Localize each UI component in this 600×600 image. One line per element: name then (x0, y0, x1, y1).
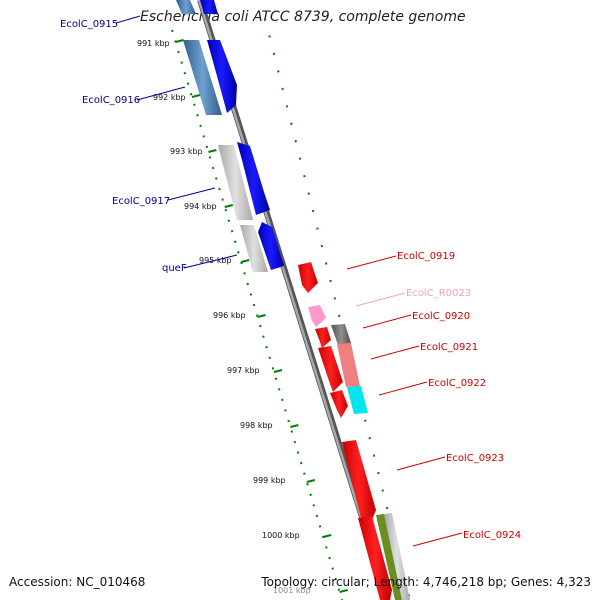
tick-mark (306, 479, 316, 483)
tick-mark (339, 589, 348, 593)
gene-label-ecolc-0924[interactable]: EcolC_0924 (463, 530, 521, 541)
gene-ecolc-r0023[interactable] (308, 305, 326, 327)
tick-label: 998 kbp (240, 421, 273, 430)
tick-mark (224, 204, 234, 208)
tick-label: 994 kbp (184, 202, 217, 211)
inner-tick-track (264, 17, 411, 600)
gene-label-quef[interactable]: queF (162, 263, 187, 274)
gene-label-ecolc-0922[interactable]: EcolC_0922 (428, 378, 486, 389)
gene-label-ecolc-0917[interactable]: EcolC_0917 (112, 196, 170, 207)
gene-quef[interactable] (258, 222, 284, 270)
tick-label: 1000 kbp (262, 531, 300, 540)
tick-mark (175, 39, 184, 43)
tick-label: 992 kbp (153, 93, 186, 102)
gene-label-ecolc-0919[interactable]: EcolC_0919 (397, 251, 455, 262)
gene-ecolc-0916[interactable] (207, 40, 237, 113)
tick-labels: 991 kbp 992 kbp 993 kbp 994 kbp 995 kbp … (137, 39, 311, 595)
tick-label: 996 kbp (213, 311, 246, 320)
gene-ecolc-0922[interactable] (330, 390, 348, 418)
minor-ticks (175, 39, 348, 593)
gene-ecolc-0915-cds[interactable] (176, 0, 196, 14)
tick-mark (240, 259, 250, 263)
gene-label-ecolc-0920[interactable]: EcolC_0920 (412, 311, 470, 322)
tick-label: 991 kbp (137, 39, 170, 48)
gene-ecolc-0919[interactable] (298, 262, 318, 293)
tick-label: 993 kbp (170, 147, 203, 156)
tick-mark (322, 534, 332, 538)
tick-mark (191, 94, 201, 98)
gene-ecolc-0921-dark[interactable] (331, 324, 351, 345)
left-connectors (115, 15, 238, 269)
gene-ecolc-0922-cyan[interactable] (347, 386, 368, 414)
gene-ecolc-0917-cds[interactable] (218, 145, 253, 220)
tick-label: 999 kbp (253, 476, 286, 485)
gene-label-ecolc-0921[interactable]: EcolC_0921 (420, 342, 478, 353)
gene-ecolc-0917[interactable] (237, 142, 270, 215)
gene-ecolc-0924-gray[interactable] (384, 513, 410, 600)
gene-ecolc-0924[interactable] (358, 516, 392, 600)
tick-label: 1001 kbp (273, 586, 311, 595)
gene-label-ecolc-0915[interactable]: EcolC_0915 (60, 19, 118, 30)
gene-track-right (298, 262, 410, 600)
tick-mark (273, 369, 283, 373)
gene-ecolc-0916-cds[interactable] (183, 40, 222, 115)
gene-ecolc-0915[interactable] (200, 0, 218, 14)
gene-ecolc-0924-olive[interactable] (376, 514, 404, 600)
gene-ecolc-0921-salmon[interactable] (337, 343, 360, 387)
accession-label: Accession: NC_010468 (9, 575, 146, 589)
gene-ecolc-0921[interactable] (318, 346, 343, 392)
map-title: Escherichia coli ATCC 8739, complete gen… (140, 9, 466, 25)
gene-label-ecolc-0923[interactable]: EcolC_0923 (446, 453, 504, 464)
outer-tick-track (171, 29, 343, 600)
topology-label: Topology: circular; Length: 4,746,218 bp… (261, 575, 591, 589)
gene-label-ecolc-0916[interactable]: EcolC_0916 (82, 95, 140, 106)
right-connectors (346, 255, 463, 547)
gene-ecolc-0920[interactable] (315, 327, 331, 348)
tick-mark (208, 149, 217, 153)
gene-ecolc-0923[interactable] (342, 440, 376, 520)
left-gene-labels: EcolC_0915 EcolC_0916 EcolC_0917 queF (60, 19, 187, 274)
gene-label-ecolc-r0023[interactable]: EcolC_R0023 (406, 288, 471, 299)
tick-label: 997 kbp (227, 366, 260, 375)
right-gene-labels: EcolC_0919 EcolC_R0023 EcolC_0920 EcolC_… (397, 251, 521, 541)
gene-track-left (176, 0, 284, 272)
gene-quef-cds[interactable] (240, 225, 268, 272)
tick-mark (257, 314, 266, 318)
tick-mark (290, 424, 299, 428)
